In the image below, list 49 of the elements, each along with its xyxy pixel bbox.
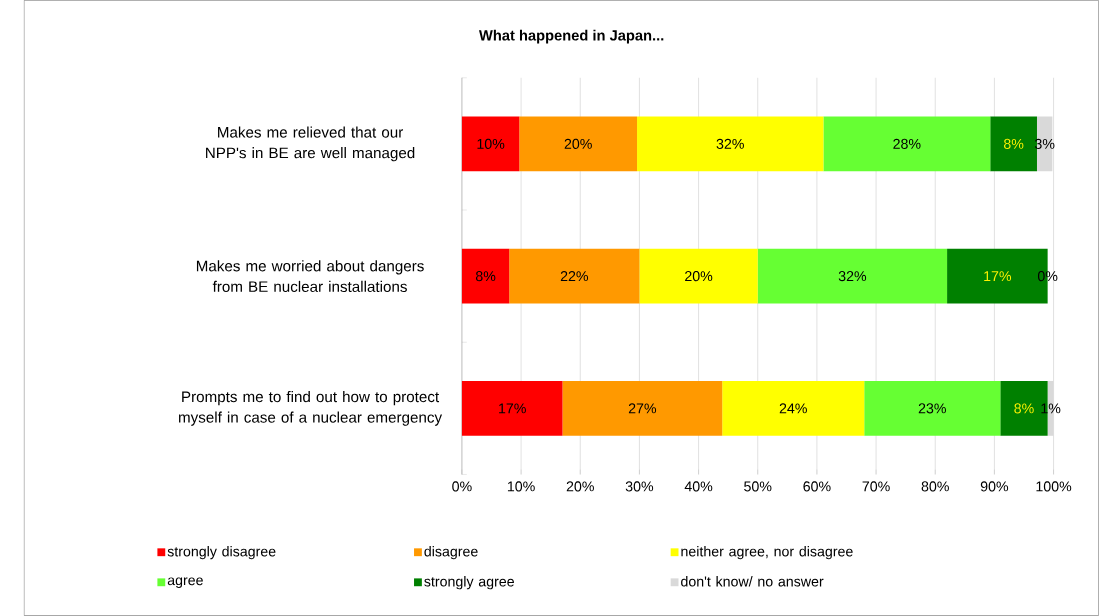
- bar: [562, 380, 723, 436]
- x-tick-label: 10%: [507, 481, 535, 492]
- legend-label: agree: [167, 577, 203, 589]
- y-tick-label: Makes me relieved that our NPP's in BE are well managed: [206, 126, 415, 162]
- data-label: 17%: [984, 271, 1012, 282]
- x-tick-label: 100%: [1036, 481, 1072, 492]
- data-label: 22%: [560, 271, 589, 282]
- x-tick-label: 20%: [566, 481, 594, 492]
- bar: [519, 116, 638, 172]
- bar: [461, 248, 510, 304]
- legend-label: don't know/ no answer: [681, 576, 824, 587]
- y-tick-label: Prompts me to find out how to protect myself in case of a nuclear emergency: [179, 391, 443, 426]
- data-label: 20%: [564, 138, 592, 149]
- data-label: 27%: [628, 403, 657, 414]
- bar: [461, 380, 563, 436]
- bar: [722, 380, 865, 436]
- x-tick-label: 70%: [862, 481, 890, 492]
- legend-label: disagree: [424, 546, 478, 560]
- x-tick-label: 90%: [980, 481, 1009, 492]
- data-label: 8%: [475, 271, 496, 282]
- x-tick-label: 50%: [744, 481, 772, 492]
- data-label: 10%: [477, 138, 505, 149]
- x-tick-label: 40%: [684, 481, 713, 492]
- bar: [461, 116, 520, 172]
- data-label: 32%: [838, 271, 867, 282]
- data-label: 20%: [685, 271, 713, 282]
- bar: [990, 116, 1037, 172]
- data-label: 17%: [499, 403, 526, 414]
- x-tick-label: 80%: [921, 481, 949, 492]
- bar: [639, 248, 758, 304]
- data-label: 24%: [779, 403, 807, 414]
- bar: [757, 248, 948, 304]
- chart-title: What happened in Japan...: [478, 29, 664, 44]
- legend-label: strongly agree: [424, 576, 514, 590]
- x-tick-label: 30%: [625, 481, 654, 492]
- legend-label: strongly disagree: [167, 546, 276, 560]
- x-tick-label: 0%: [452, 481, 472, 492]
- y-tick-label: Makes me worried about dangers from BE nuclear installations: [196, 260, 424, 293]
- bar: [509, 248, 640, 304]
- data-label: 23%: [918, 403, 946, 414]
- data-label: 32%: [716, 138, 744, 149]
- x-tick-label: 60%: [803, 481, 831, 492]
- data-label: 8%: [1003, 138, 1024, 149]
- bar: [637, 116, 824, 172]
- data-label: 8%: [1014, 403, 1034, 414]
- bar: [864, 380, 1001, 436]
- bar: [823, 116, 991, 172]
- data-label: 28%: [893, 138, 921, 149]
- legend-label: neither agree, nor disagree: [681, 546, 853, 560]
